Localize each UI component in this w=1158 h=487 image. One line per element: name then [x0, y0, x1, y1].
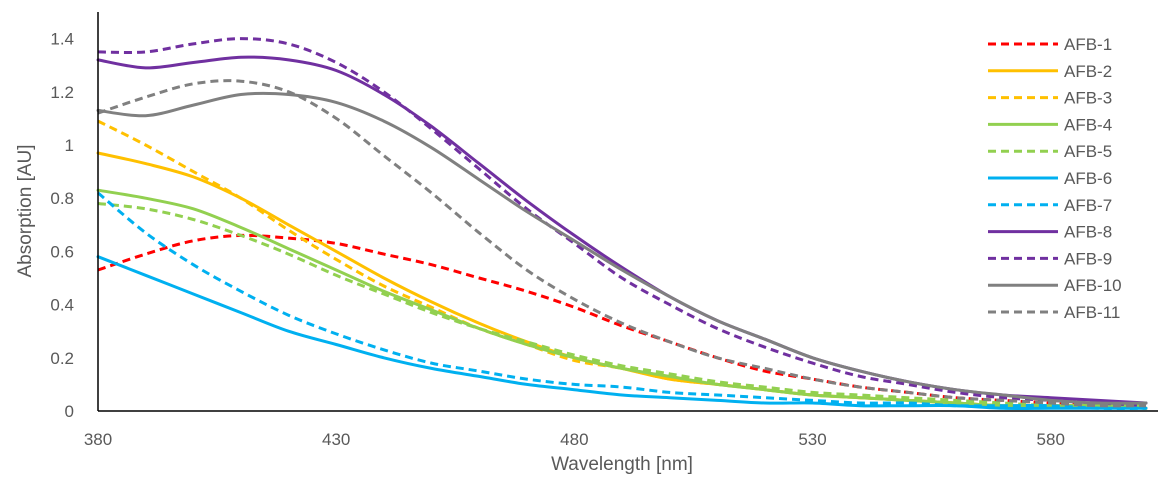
series-line-afb-2: [96, 151, 1148, 410]
x-axis-title: Wavelength [nm]: [551, 454, 693, 475]
series-line-afb-10: [96, 91, 1148, 405]
legend-label: AFB-7: [1064, 196, 1112, 215]
legend-entry: AFB-1: [988, 35, 1112, 54]
x-tick-label: 480: [560, 430, 588, 449]
y-tick-label: 1: [65, 136, 74, 155]
legend-label: AFB-11: [1064, 303, 1120, 322]
y-tick-label: 0.8: [50, 189, 74, 208]
legend-label: AFB-9: [1064, 249, 1112, 268]
legend: AFB-1 AFB-2 AFB-3 AFB-4 AFB-5 AFB-6 AFB-7 AFB-8…: [988, 35, 1122, 322]
legend-label: AFB-8: [1064, 223, 1112, 242]
legend-entry: AFB-10: [988, 276, 1122, 295]
legend-entry: AFB-3: [988, 89, 1112, 108]
legend-label: AFB-4: [1064, 115, 1112, 134]
x-tick-labels: 380 430 480 530 580: [84, 430, 1065, 449]
series-line-afb-3: [97, 119, 1147, 410]
y-tick-label: 1.2: [50, 83, 74, 102]
y-tick-label: 1.4: [50, 30, 74, 49]
x-tick-label: 580: [1037, 430, 1065, 449]
series-line-afb-8: [96, 55, 1148, 405]
legend-label: AFB-2: [1064, 62, 1112, 81]
series-line-afb-7: [97, 191, 1147, 411]
legend-entry: AFB-11: [988, 303, 1120, 322]
y-tick-label: 0: [65, 402, 74, 421]
legend-entry: AFB-7: [988, 196, 1112, 215]
y-tick-labels: 0 0.2 0.4 0.6 0.8 1 1.2 1.4: [50, 30, 74, 421]
series-line-afb-4: [96, 188, 1148, 410]
legend-entry: AFB-4: [988, 115, 1112, 134]
series-line-afb-5: [97, 202, 1146, 408]
legend-entry: AFB-2: [988, 62, 1112, 81]
legend-label: AFB-1: [1064, 35, 1112, 54]
legend-label: AFB-10: [1064, 276, 1122, 295]
legend-entry: AFB-8: [988, 223, 1112, 242]
legend-entry: AFB-5: [988, 142, 1112, 161]
series-line-afb-6: [96, 255, 1148, 411]
x-tick-label: 430: [322, 430, 350, 449]
legend-label: AFB-3: [1064, 89, 1112, 108]
series-line-afb-11: [97, 79, 1147, 408]
y-axis-title: Absorption [AU]: [15, 144, 36, 277]
legend-entry: AFB-6: [988, 169, 1112, 188]
y-tick-label: 0.4: [50, 296, 74, 315]
y-tick-label: 0.2: [50, 349, 74, 368]
legend-label: AFB-5: [1064, 142, 1112, 161]
legend-entry: AFB-9: [988, 249, 1112, 268]
series-line-afb-1: [97, 233, 1147, 408]
x-tick-label: 380: [84, 430, 112, 449]
legend-label: AFB-6: [1064, 169, 1112, 188]
series-line-afb-9: [97, 37, 1147, 408]
y-tick-label: 0.6: [50, 242, 74, 261]
x-tick-label: 530: [798, 430, 826, 449]
series-lines: [96, 37, 1148, 411]
axes: [97, 12, 1158, 412]
